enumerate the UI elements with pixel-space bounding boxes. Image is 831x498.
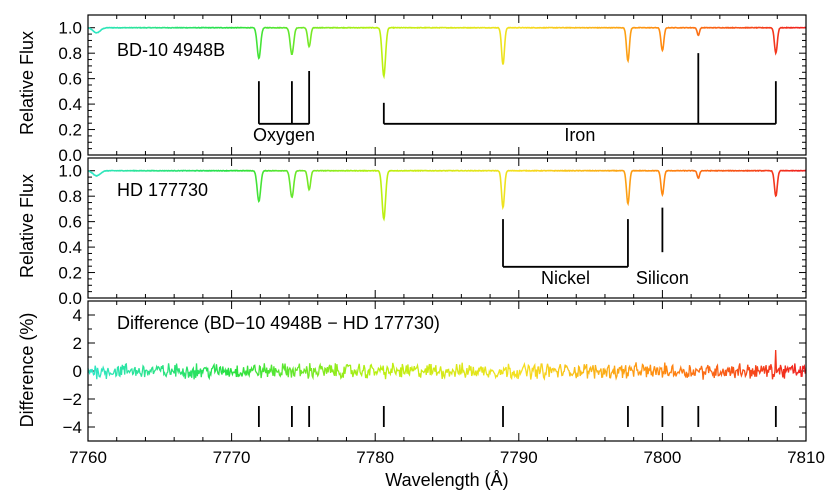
- x-tick-label: 7770: [213, 448, 251, 467]
- panel-middle: HD 177730 Relative Flux 0.0 0.2 0.4 0.6 0.8 1…: [17, 157, 807, 308]
- oxygen-label: Oxygen: [253, 125, 315, 145]
- x-tick-label: 7790: [500, 448, 538, 467]
- y-tick-label: −2: [63, 390, 82, 409]
- y-tick-label: −4: [63, 418, 82, 437]
- x-tick-label: 7780: [356, 448, 394, 467]
- difference-line: [87, 349, 807, 381]
- x-axis-title: Wavelength (Å): [385, 470, 508, 490]
- spectrum-line-top: [87, 26, 806, 80]
- panel-label-middle: HD 177730: [117, 180, 208, 200]
- y-tick-label: 1.0: [58, 162, 82, 181]
- y-tick-label: 2: [73, 334, 82, 353]
- spectrum-line-middle: [87, 169, 807, 222]
- y-tick-label: 0.4: [58, 238, 82, 257]
- nickel-label: Nickel: [541, 268, 590, 288]
- y-tick-label: 0.2: [58, 121, 82, 140]
- annotations-bottom: [257, 406, 777, 427]
- annotations-middle: Nickel Silicon: [502, 207, 689, 288]
- x-tick-label: 7810: [787, 448, 825, 467]
- y-axis-title-bottom: Difference (%): [17, 313, 37, 428]
- y-axis-title-middle: Relative Flux: [17, 174, 37, 278]
- panel-bottom: Difference (BD−10 4948B − HD 177730) Dif…: [17, 300, 825, 490]
- x-tick-label: 7800: [643, 448, 681, 467]
- y-tick-label: 0.2: [58, 264, 82, 283]
- iron-label: Iron: [564, 125, 595, 145]
- y-tick-label: 4: [73, 306, 82, 325]
- silicon-label: Silicon: [636, 268, 689, 288]
- y-axis-title-top: Relative Flux: [17, 31, 37, 135]
- y-tick-label: 0.6: [58, 70, 82, 89]
- frame-top: [87, 14, 807, 156]
- panel-top: BD-10 4948B Relative Flux 0.00.20.40.60.…: [17, 14, 807, 165]
- annotations-top: Oxygen Iron: [253, 53, 777, 145]
- y-ticks-top: 0.0 0.2 0.4 0.6 0.8 1.0: [58, 15, 807, 165]
- y-ticks-middle: 0.0 0.2 0.4 0.6 0.8 1.0: [58, 158, 807, 308]
- y-tick-label: 0.4: [58, 95, 82, 114]
- y-tick-label: 1.0: [58, 19, 82, 38]
- y-tick-label: 0.0: [58, 146, 82, 165]
- frame-middle: [87, 157, 807, 299]
- x-ticks: 7760 7770 7780 7790 7800 7810: [69, 301, 825, 467]
- frame-bottom: [87, 300, 807, 442]
- x-tick-label: 7760: [69, 448, 107, 467]
- y-tick-label: 0.6: [58, 213, 82, 232]
- y-tick-label: 0.0: [58, 289, 82, 308]
- y-tick-label: 0.8: [58, 187, 82, 206]
- y-ticks-bottom: −4 −2 0 2 4: [63, 300, 806, 442]
- y-tick-label: 0: [73, 362, 82, 381]
- panel-label-bottom: Difference (BD−10 4948B − HD 177730): [117, 313, 440, 333]
- y-tick-label: 0.8: [58, 44, 82, 63]
- panel-label-top: BD-10 4948B: [117, 40, 225, 60]
